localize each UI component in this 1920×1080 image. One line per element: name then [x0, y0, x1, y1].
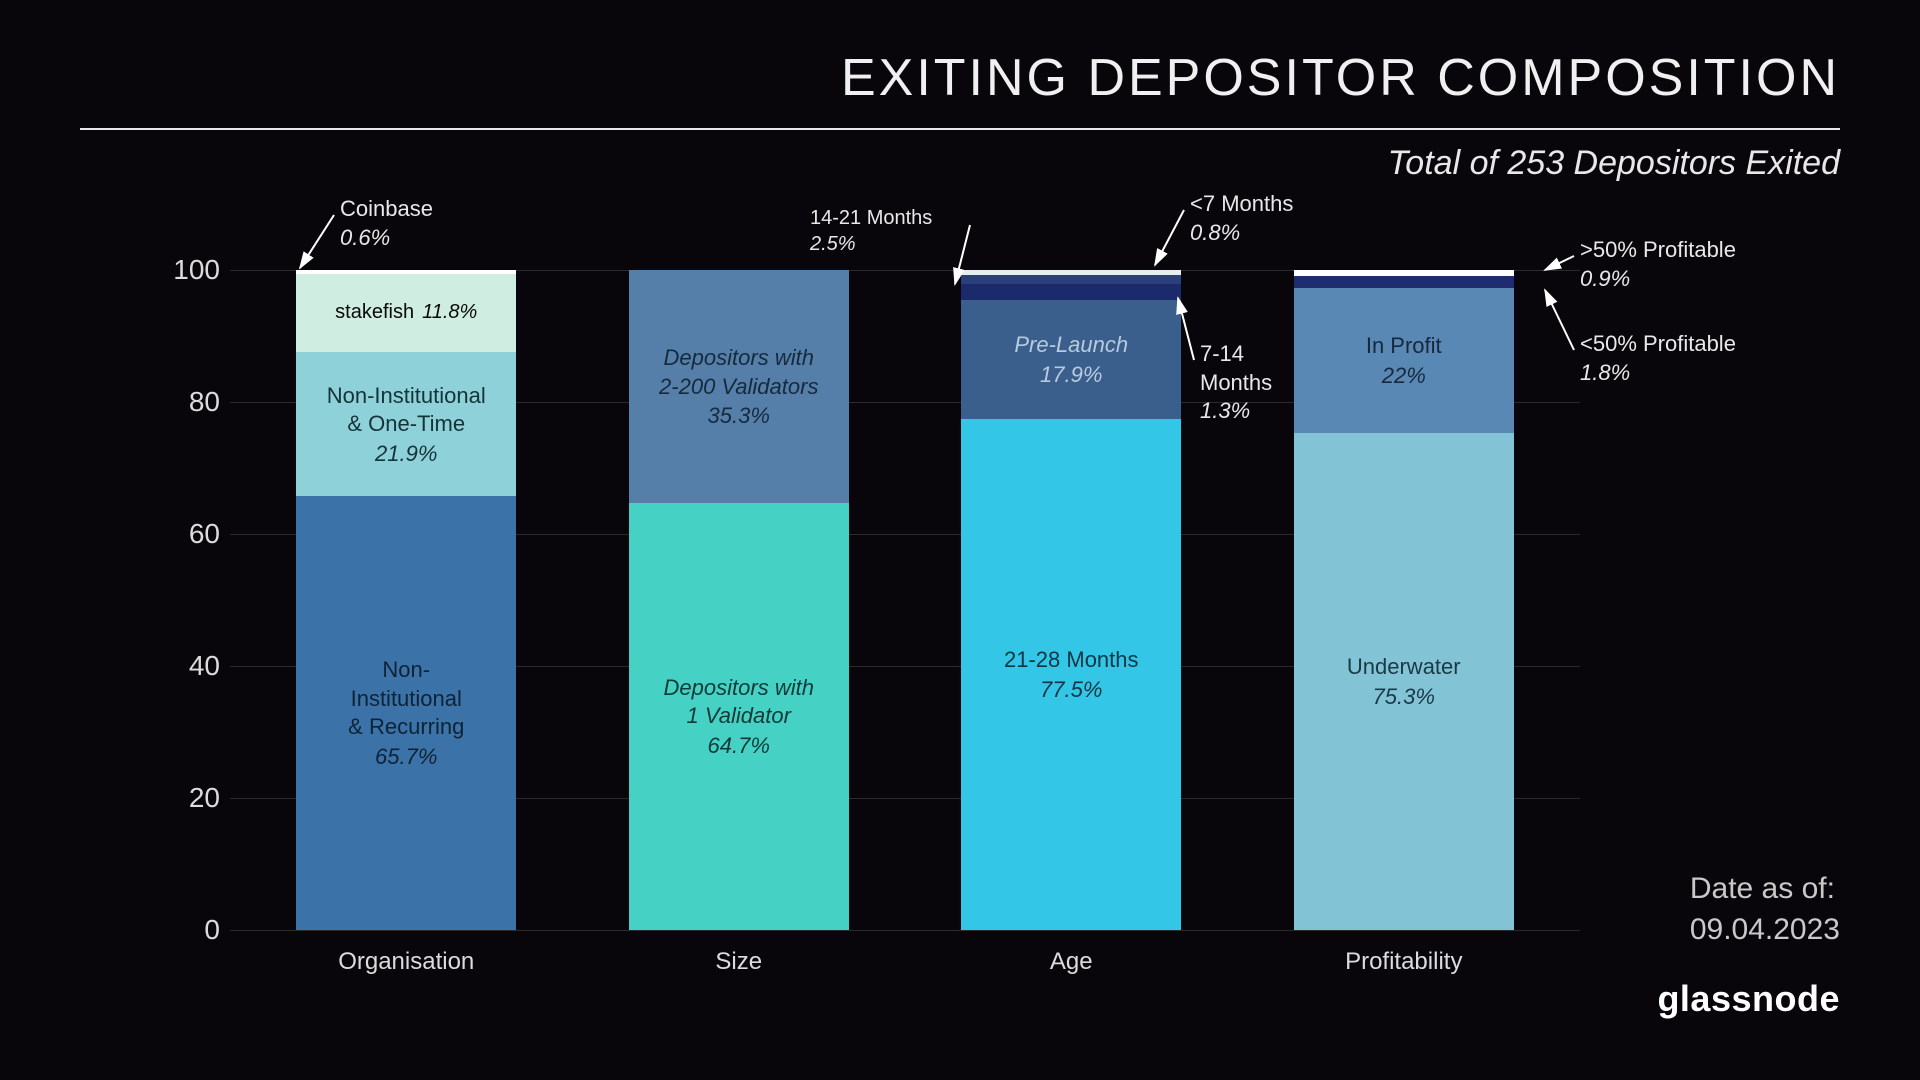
x-axis-label: Size: [609, 948, 869, 976]
callout-name: >50% Profitable: [1580, 236, 1736, 265]
bar-segment: [1294, 276, 1514, 288]
bar-column: Depositors with1 Validator64.7%Depositor…: [629, 270, 849, 930]
callout-name: Coinbase: [340, 195, 433, 224]
bar-segment: [296, 270, 516, 274]
bar-segment: Underwater75.3%: [1294, 433, 1514, 930]
bar-segment: Depositors with2-200 Validators35.3%: [629, 270, 849, 503]
stacked-bar: Underwater75.3%In Profit22%: [1294, 270, 1514, 930]
segment-name: Depositors with1 Validator: [658, 674, 820, 731]
callout-label: 7-14Months1.3%: [1200, 340, 1272, 426]
y-tick-label: 60: [170, 518, 220, 550]
x-axis-label: Age: [941, 948, 1201, 976]
callout-pct: 1.8%: [1580, 359, 1736, 388]
callout-arrow: [300, 215, 334, 268]
y-tick-label: 40: [170, 650, 220, 682]
x-axis-label: Profitability: [1274, 948, 1534, 976]
y-tick-label: 80: [170, 386, 220, 418]
callout-label: >50% Profitable0.9%: [1580, 236, 1736, 293]
callout-name: <50% Profitable: [1580, 330, 1736, 359]
date-label: Date as of:: [1690, 869, 1840, 910]
bar-segment: [961, 270, 1181, 275]
segment-pct: 21.9%: [375, 441, 437, 467]
segment-pct: 35.3%: [708, 403, 770, 429]
y-tick-label: 0: [170, 914, 220, 946]
grid-line: [230, 930, 1580, 931]
segment-inline-label: stakefish 11.8%: [335, 301, 477, 324]
brand-logo: glassnode: [1657, 978, 1840, 1020]
segment-pct: 77.5%: [1040, 677, 1102, 703]
bar-column: Underwater75.3%In Profit22%Profitability: [1294, 270, 1514, 930]
callout-name: <7 Months: [1190, 190, 1293, 219]
bar-segment: Non-Institutional& One-Time21.9%: [296, 352, 516, 497]
segment-name: In Profit: [1360, 332, 1448, 361]
callout-name: 14-21 Months: [810, 205, 932, 231]
stacked-bar-chart: 020406080100Non-Institutional& Recurring…: [140, 270, 1580, 970]
callout-name: 7-14Months: [1200, 340, 1272, 397]
chart-subtitle: Total of 253 Depositors Exited: [1388, 144, 1840, 183]
segment-pct: 17.9%: [1040, 362, 1102, 388]
callout-label: 14-21 Months2.5%: [810, 205, 932, 257]
bars-container: Non-Institutional& Recurring65.7%Non-Ins…: [230, 270, 1580, 930]
title-rule: [80, 128, 1840, 130]
date-value: 09.04.2023: [1690, 910, 1840, 951]
bar-segment: [961, 275, 1181, 284]
segment-pct: 64.7%: [708, 733, 770, 759]
date-block: Date as of: 09.04.2023: [1690, 869, 1840, 950]
segment-name: Pre-Launch: [1008, 331, 1134, 360]
bar-segment: Depositors with1 Validator64.7%: [629, 503, 849, 930]
stacked-bar: 21-28 Months77.5%Pre-Launch17.9%: [961, 270, 1181, 930]
bar-segment: [1294, 270, 1514, 276]
callout-label: <50% Profitable1.8%: [1580, 330, 1736, 387]
bar-segment: [961, 284, 1181, 301]
callout-arrow: [1545, 256, 1574, 270]
callout-pct: 0.8%: [1190, 219, 1293, 248]
chart-title: EXITING DEPOSITOR COMPOSITION: [841, 48, 1840, 108]
segment-name: Non-Institutional& One-Time: [321, 382, 492, 439]
bar-segment: 21-28 Months77.5%: [961, 419, 1181, 931]
bar-segment: Non-Institutional& Recurring65.7%: [296, 496, 516, 930]
x-axis-label: Organisation: [276, 948, 536, 976]
segment-pct: 65.7%: [375, 744, 437, 770]
segment-pct: 75.3%: [1373, 684, 1435, 710]
callout-arrow: [1155, 210, 1184, 265]
callout-pct: 2.5%: [810, 231, 932, 257]
bar-segment: In Profit22%: [1294, 288, 1514, 433]
callout-pct: 1.3%: [1200, 397, 1272, 426]
segment-pct: 11.8%: [422, 301, 477, 324]
segment-name: Non-Institutional& Recurring: [342, 656, 470, 742]
plot-area: 020406080100Non-Institutional& Recurring…: [230, 270, 1580, 930]
callout-pct: 0.6%: [340, 224, 433, 253]
segment-name: Depositors with2-200 Validators: [653, 344, 824, 401]
callout-pct: 0.9%: [1580, 265, 1736, 294]
callout-label: Coinbase0.6%: [340, 195, 433, 252]
segment-pct: 22%: [1382, 363, 1426, 389]
bar-column: Non-Institutional& Recurring65.7%Non-Ins…: [296, 270, 516, 930]
title-block: EXITING DEPOSITOR COMPOSITION: [841, 48, 1840, 108]
stacked-bar: Non-Institutional& Recurring65.7%Non-Ins…: [296, 270, 516, 930]
bar-segment: Pre-Launch17.9%: [961, 300, 1181, 418]
segment-name: stakefish: [335, 301, 414, 324]
y-tick-label: 20: [170, 782, 220, 814]
stacked-bar: Depositors with1 Validator64.7%Depositor…: [629, 270, 849, 930]
segment-name: Underwater: [1341, 653, 1467, 682]
bar-column: 21-28 Months77.5%Pre-Launch17.9%Age: [961, 270, 1181, 930]
segment-name: 21-28 Months: [998, 646, 1145, 675]
y-tick-label: 100: [170, 254, 220, 286]
callout-label: <7 Months0.8%: [1190, 190, 1293, 247]
bar-segment: stakefish 11.8%: [296, 274, 516, 352]
